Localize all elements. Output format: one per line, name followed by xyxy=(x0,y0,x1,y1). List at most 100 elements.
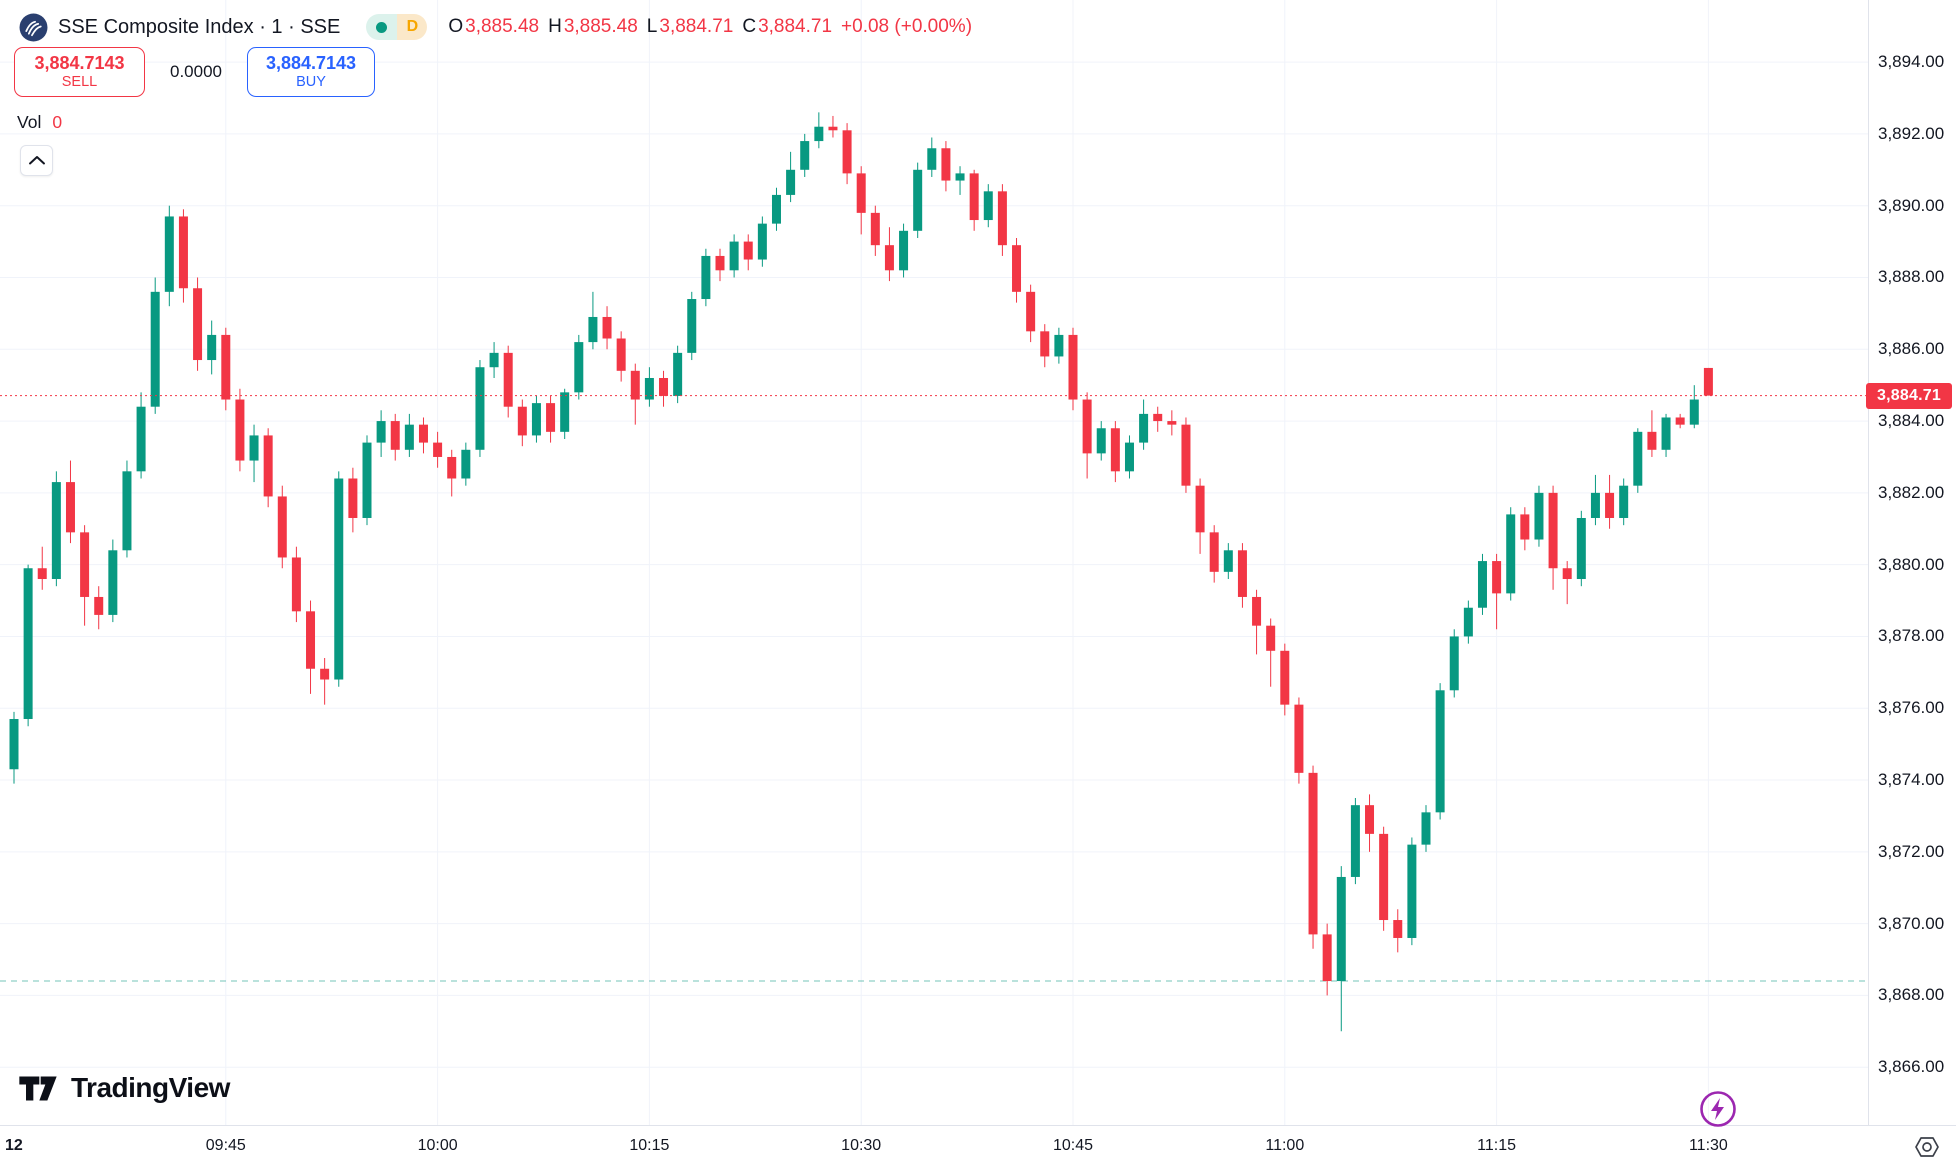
last-price-badge: 3,884.71 xyxy=(1866,382,1952,409)
candle xyxy=(150,277,160,414)
candle xyxy=(418,417,428,454)
interval-badge[interactable]: D xyxy=(397,14,428,40)
price-tick-label: 3,894.00 xyxy=(1878,52,1945,72)
symbol-title[interactable]: SSE Composite Index · 1 · SSE xyxy=(58,15,341,38)
candle-body xyxy=(1463,607,1473,637)
candle xyxy=(560,388,570,440)
candle xyxy=(602,306,612,350)
sell-button[interactable]: 3,884.7143 SELL xyxy=(14,47,145,97)
market-status-interval-toggle[interactable]: D xyxy=(366,14,428,40)
chevron-up-icon xyxy=(28,156,45,165)
candle xyxy=(546,395,556,443)
candle-body xyxy=(1322,934,1332,982)
candle xyxy=(1294,697,1304,784)
lightning-icon xyxy=(1700,1091,1736,1127)
candle-body xyxy=(249,435,259,461)
time-tick-label: 11:15 xyxy=(1477,1137,1517,1154)
candle-body xyxy=(1647,431,1657,450)
price-axis[interactable]: 3,884.71 3,894.00 3,892.00 3,890.00 3,888.0… xyxy=(1866,0,1956,1125)
candle xyxy=(1534,485,1544,547)
candle xyxy=(574,334,584,400)
candle xyxy=(9,711,19,784)
candle-body xyxy=(800,141,810,170)
time-axis[interactable]: 12 09:45 10:00 10:15 10:30 10:45 11:00 11:15 11:… xyxy=(0,1125,1956,1167)
candle-body xyxy=(1477,561,1487,608)
candle-body xyxy=(404,424,414,450)
candle xyxy=(1012,237,1022,303)
candle-body xyxy=(729,241,739,271)
candle xyxy=(193,277,203,371)
collapse-legend-button[interactable] xyxy=(20,145,53,176)
change-value: +0.08 (+0.00%) xyxy=(841,16,973,37)
candle-body xyxy=(122,471,132,551)
candle-body xyxy=(927,148,937,170)
candle xyxy=(1124,435,1134,479)
candle xyxy=(715,248,725,282)
candle xyxy=(927,137,937,177)
candle-body xyxy=(178,216,188,289)
price-tick-label: 3,886.00 xyxy=(1878,339,1945,359)
chart-legend: SSE Composite Index · 1 · SSE D O 3,885.4… xyxy=(19,11,972,43)
candle-body xyxy=(207,334,217,361)
candle xyxy=(362,435,372,526)
candle-body xyxy=(291,557,301,612)
buy-button[interactable]: 3,884.7143 BUY xyxy=(247,47,375,97)
tradingview-logo[interactable]: TradingView xyxy=(18,1072,230,1104)
hexagon-eye-icon[interactable] xyxy=(1914,1134,1940,1160)
candle xyxy=(1548,485,1558,590)
candle xyxy=(1223,543,1233,580)
candle-body xyxy=(1590,492,1600,518)
candle-body xyxy=(447,456,457,479)
candle xyxy=(1365,794,1375,852)
time-tick-label: 10:30 xyxy=(841,1137,882,1154)
candle-body xyxy=(1421,812,1431,845)
open-label: O xyxy=(448,16,464,37)
candle xyxy=(659,370,669,407)
candle xyxy=(856,166,866,235)
candle xyxy=(1520,507,1530,551)
price-tick-label: 3,892.00 xyxy=(1878,123,1945,143)
candle-body xyxy=(1407,844,1417,938)
candle-body xyxy=(1124,442,1134,472)
flash-button[interactable] xyxy=(1695,1086,1741,1132)
candle xyxy=(178,209,188,303)
candle-body xyxy=(1167,421,1177,425)
candle xyxy=(1322,923,1332,996)
candle xyxy=(1096,421,1106,461)
candle-body xyxy=(715,255,725,271)
candle-body xyxy=(503,352,513,407)
candle xyxy=(941,141,951,192)
candle xyxy=(1139,399,1149,450)
high-label: H xyxy=(548,16,562,37)
candlestick-chart[interactable] xyxy=(0,0,1868,1125)
low-label: L xyxy=(646,16,658,37)
volume-value: 0 xyxy=(52,112,63,132)
candle-body xyxy=(687,299,697,353)
candle-body xyxy=(65,482,75,533)
candle-body xyxy=(1209,532,1219,572)
candle-body xyxy=(1506,514,1516,594)
sell-label: SELL xyxy=(61,74,98,90)
candle xyxy=(1605,474,1615,529)
candle-body xyxy=(80,532,90,597)
candle-body xyxy=(320,668,330,680)
candle xyxy=(1195,478,1205,554)
candle-body xyxy=(108,550,118,615)
candle xyxy=(1350,797,1360,885)
candle-body xyxy=(390,421,400,450)
candle xyxy=(1477,553,1487,615)
candle xyxy=(277,485,287,569)
candle xyxy=(207,320,217,375)
candle-body xyxy=(136,406,146,472)
candle xyxy=(376,410,386,457)
candle-body xyxy=(1365,805,1375,834)
market-status-segment[interactable] xyxy=(366,14,398,40)
candle xyxy=(306,600,316,694)
candle-body xyxy=(164,216,174,292)
candle-body xyxy=(1562,568,1572,580)
candle-body xyxy=(306,611,316,669)
candle xyxy=(447,449,457,497)
candle-body xyxy=(235,399,245,461)
candle xyxy=(1209,525,1219,583)
candle xyxy=(390,413,400,461)
